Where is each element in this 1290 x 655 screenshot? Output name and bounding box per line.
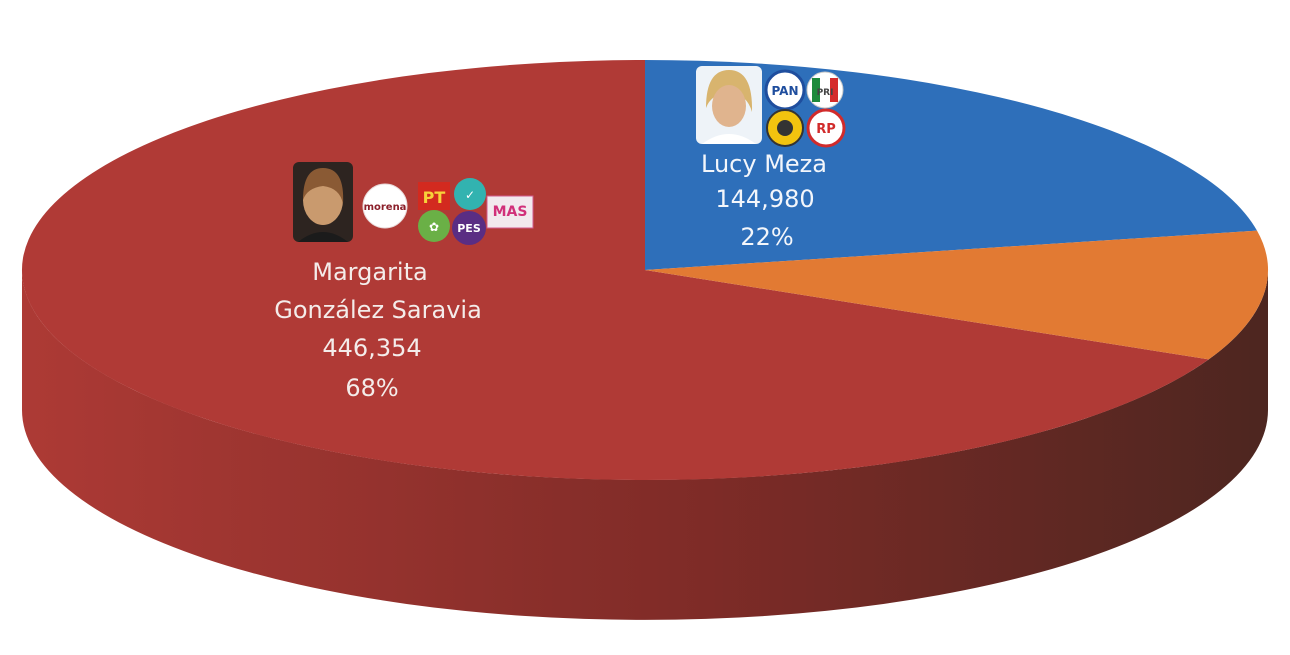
svg-text:✿: ✿ [429,220,439,234]
slice-label-value: 446,354 [322,334,421,362]
party-logo-mas: MAS [486,195,534,229]
svg-text:✓: ✓ [465,188,475,202]
party-logo-pt: PT [418,182,450,210]
party-logo-pvem: ✿ [418,210,450,242]
candidate-photo-margarita [293,162,353,242]
svg-text:PRI: PRI [817,88,834,98]
pie-slice-lucy-meza [645,60,1257,270]
party-logo-morena: morena [362,183,408,229]
label-margarita: morena PT ✓ ✿ PES MAS Margarita González… [274,162,534,402]
svg-text:morena: morena [364,202,407,213]
label-lucy-meza: PAN PRI RP Lucy Meza 144,980 22% [696,66,846,251]
slice-label-percent: 22% [740,223,793,251]
party-logo-prd [766,109,804,147]
svg-text:PT: PT [423,188,446,207]
slice-label-value: 144,980 [715,185,814,213]
svg-text:MAS: MAS [493,204,528,220]
party-logo-pri: PRI [806,71,844,109]
slice-label-percent: 68% [345,374,398,402]
pie-side-wall [22,270,1268,620]
svg-text:PES: PES [457,222,481,235]
pie-slice-other [645,230,1269,360]
party-logo-pan: PAN [764,69,806,111]
svg-text:RP: RP [816,122,836,137]
slice-label-name-line2: González Saravia [274,296,482,324]
candidate-photo-lucy [696,66,762,144]
party-logo-verde: ✓ [454,178,486,210]
slice-label-name: Lucy Meza [701,150,827,178]
slice-label-name-line1: Margarita [312,258,427,286]
party-logo-rp: RP [806,108,846,148]
svg-text:PAN: PAN [771,84,798,98]
party-logo-pes: PES [452,211,486,245]
